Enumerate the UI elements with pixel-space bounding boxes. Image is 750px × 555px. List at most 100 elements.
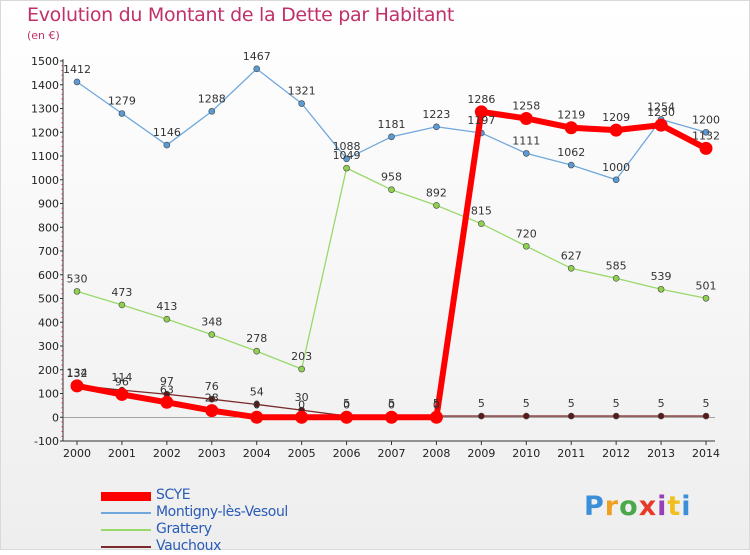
data-label: 958	[381, 171, 402, 184]
y-tick-label: 1000	[31, 174, 59, 187]
x-tick-label: 2008	[422, 447, 450, 460]
data-label: 0	[433, 398, 440, 411]
data-labels: 1412 1279 1146 1288 1467 1321 1088 1181 1223 1197…	[63, 50, 720, 411]
x-tick-label: 2006	[333, 447, 361, 460]
data-label: 1197	[467, 114, 495, 127]
data-label: 5	[388, 397, 395, 410]
series-Montigny-lès-Vesoul	[73, 65, 710, 184]
legend-swatch	[101, 529, 151, 531]
y-tick-label: 1300	[31, 103, 59, 116]
data-label: 1209	[602, 111, 630, 124]
data-label: 30	[295, 391, 309, 404]
x-tick-label: 2003	[198, 447, 226, 460]
data-point	[567, 412, 575, 420]
data-label: 0	[388, 398, 395, 411]
data-label: 627	[561, 249, 582, 262]
data-point	[478, 220, 485, 227]
data-label: 892	[426, 186, 447, 199]
data-point	[657, 285, 665, 293]
x-tick-label: 2004	[243, 447, 271, 460]
data-point	[609, 123, 623, 137]
data-label: 28	[205, 392, 219, 405]
data-label: 5	[613, 397, 620, 410]
x-tick-label: 2012	[602, 447, 630, 460]
series-layer	[70, 65, 713, 424]
y-tick-label: 100	[38, 388, 59, 401]
data-label: 5	[523, 397, 530, 410]
data-label: 1088	[333, 140, 361, 153]
data-point	[160, 395, 174, 409]
y-tick-label: 1500	[31, 55, 59, 68]
data-label: 5	[658, 397, 665, 410]
data-point	[115, 387, 129, 401]
y-tick-label: 700	[38, 245, 59, 258]
data-point	[208, 331, 216, 338]
data-label: 1146	[153, 126, 181, 139]
data-label: 1254	[647, 100, 675, 113]
brand-letter: i	[681, 491, 692, 522]
data-point	[388, 133, 395, 141]
x-tick-label: 2014	[692, 447, 720, 460]
data-label: 1223	[422, 108, 450, 121]
data-label: 132	[67, 367, 88, 380]
data-label: 1258	[512, 99, 540, 112]
data-label: 348	[201, 316, 222, 329]
data-label: 1286	[467, 93, 495, 106]
data-point	[474, 105, 488, 119]
data-label: 1200	[692, 113, 720, 126]
series-SCYE	[70, 105, 713, 424]
legend-swatch	[101, 491, 151, 501]
data-point	[699, 141, 713, 155]
data-label: 815	[471, 205, 492, 218]
brand-letter: o	[619, 491, 639, 522]
data-point	[253, 65, 261, 73]
legend-swatch	[101, 546, 151, 548]
data-point	[295, 410, 309, 424]
x-tick-label: 2009	[467, 447, 495, 460]
y-tick-label: 1200	[31, 126, 59, 139]
data-point	[654, 118, 668, 132]
x-tick-label: 2001	[108, 447, 136, 460]
data-point	[567, 265, 575, 272]
y-tick-label: 500	[38, 293, 59, 306]
brand-letter: P	[584, 491, 605, 522]
y-tick-label: 800	[38, 221, 59, 234]
data-label: 54	[250, 385, 264, 398]
data-point	[343, 155, 350, 163]
data-point	[522, 150, 530, 157]
data-label: 203	[291, 350, 312, 363]
data-label: 76	[205, 380, 219, 393]
data-label: 473	[111, 286, 132, 299]
data-point	[253, 347, 261, 355]
data-label: 1219	[557, 109, 585, 122]
data-point	[612, 176, 620, 184]
data-label: 5	[568, 397, 575, 410]
data-point	[519, 111, 533, 125]
data-label: 97	[160, 375, 174, 388]
data-label: 585	[606, 259, 627, 272]
data-point	[702, 128, 710, 136]
y-tick-label: -100	[34, 435, 59, 448]
data-point	[385, 410, 398, 424]
brand-letter: i	[657, 491, 668, 522]
data-label: 1467	[243, 50, 271, 63]
brand-letter: r	[604, 491, 620, 522]
brand-letter: t	[667, 491, 682, 522]
data-label: 5	[703, 397, 710, 410]
legend-swatch	[101, 512, 151, 514]
y-tick-label: 1400	[31, 79, 59, 92]
data-label: 0	[343, 398, 350, 411]
data-point	[433, 123, 440, 131]
data-label: 1288	[198, 92, 226, 105]
data-point	[118, 110, 126, 117]
data-point	[70, 379, 84, 393]
data-label: 1111	[512, 134, 540, 147]
data-point	[388, 186, 395, 194]
x-tick-label: 2007	[378, 447, 406, 460]
data-point	[612, 412, 620, 420]
y-tick-label: 200	[38, 364, 59, 377]
data-point	[73, 288, 81, 295]
data-label: 63	[160, 383, 174, 396]
x-tick-label: 2011	[557, 447, 585, 460]
data-point	[433, 202, 440, 209]
